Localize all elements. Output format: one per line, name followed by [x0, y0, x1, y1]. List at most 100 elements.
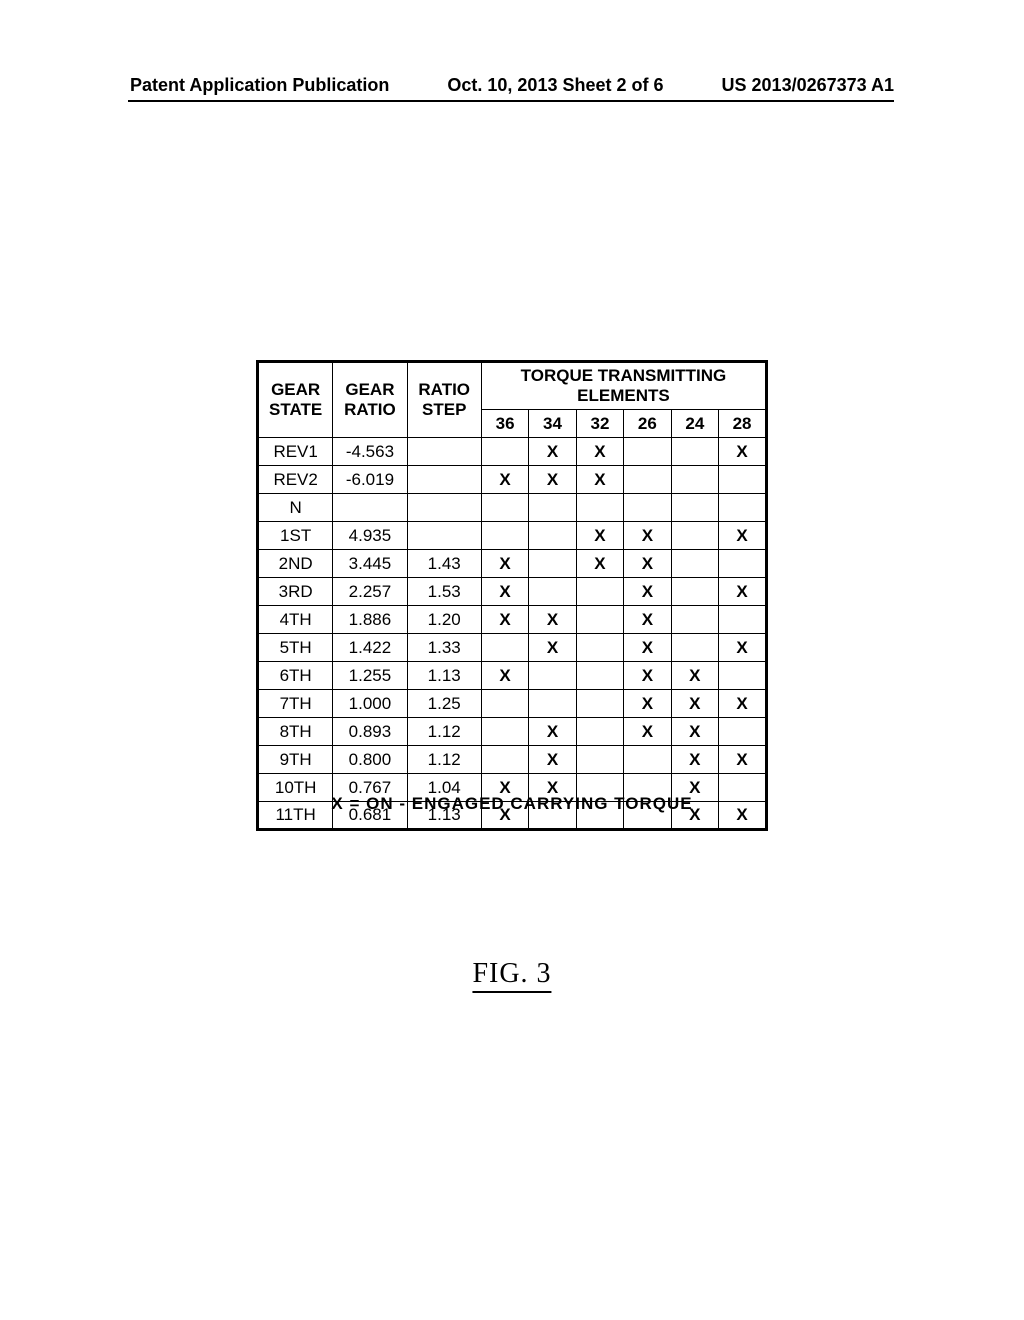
cell-element — [671, 466, 718, 494]
cell-element — [529, 494, 576, 522]
cell-gear-state: 3RD — [258, 578, 333, 606]
table-body: REV1-4.563XXXREV2-6.019XXXN1ST4.935XXX2N… — [258, 438, 767, 830]
cell-ratio-step — [407, 438, 481, 466]
cell-element — [624, 438, 671, 466]
gear-table-container: GEAR STATE GEAR RATIO RATIO STEP TORQUE … — [256, 360, 768, 831]
cell-gear-ratio: 4.935 — [333, 522, 407, 550]
cell-element — [671, 578, 718, 606]
cell-gear-state: 7TH — [258, 690, 333, 718]
cell-gear-state: 4TH — [258, 606, 333, 634]
cell-element — [576, 690, 623, 718]
cell-element — [624, 494, 671, 522]
cell-gear-state: N — [258, 494, 333, 522]
cell-gear-ratio: 1.422 — [333, 634, 407, 662]
cell-element: X — [671, 718, 718, 746]
header-text: RATIO — [418, 380, 470, 399]
cell-gear-ratio: 3.445 — [333, 550, 407, 578]
table-row: 9TH0.8001.12XXX — [258, 746, 767, 774]
cell-element — [481, 522, 528, 550]
cell-element: X — [529, 438, 576, 466]
header-date-sheet: Oct. 10, 2013 Sheet 2 of 6 — [447, 75, 663, 96]
cell-element — [481, 746, 528, 774]
cell-element: X — [624, 550, 671, 578]
cell-element: X — [719, 634, 767, 662]
page-header: Patent Application Publication Oct. 10, … — [0, 75, 1024, 96]
cell-element: X — [481, 606, 528, 634]
cell-element — [719, 774, 767, 802]
cell-element: X — [529, 718, 576, 746]
header-text: GEAR — [345, 380, 394, 399]
cell-gear-ratio — [333, 494, 407, 522]
col-header-ratio-step: RATIO STEP — [407, 362, 481, 438]
cell-element — [576, 662, 623, 690]
table-row: 1ST4.935XXX — [258, 522, 767, 550]
cell-ratio-step: 1.43 — [407, 550, 481, 578]
col-header-element: 26 — [624, 410, 671, 438]
col-header-torque-elements: TORQUE TRANSMITTING ELEMENTS — [481, 362, 766, 410]
cell-ratio-step — [407, 466, 481, 494]
cell-gear-state: 9TH — [258, 746, 333, 774]
cell-ratio-step: 1.20 — [407, 606, 481, 634]
cell-ratio-step — [407, 494, 481, 522]
col-header-gear-state: GEAR STATE — [258, 362, 333, 438]
header-text: RATIO — [344, 400, 396, 419]
cell-element — [529, 690, 576, 718]
cell-gear-state: 10TH — [258, 774, 333, 802]
cell-element — [481, 494, 528, 522]
cell-ratio-step: 1.13 — [407, 662, 481, 690]
table-row: 4TH1.8861.20XXX — [258, 606, 767, 634]
table-row: 8TH0.8931.12XXX — [258, 718, 767, 746]
cell-element: X — [481, 662, 528, 690]
cell-ratio-step: 1.12 — [407, 746, 481, 774]
figure-label: FIG. 3 — [472, 958, 551, 993]
cell-ratio-step: 1.25 — [407, 690, 481, 718]
cell-element — [624, 746, 671, 774]
cell-element: X — [481, 550, 528, 578]
header-text: STEP — [422, 400, 466, 419]
cell-element: X — [576, 466, 623, 494]
col-header-element: 36 — [481, 410, 528, 438]
cell-element: X — [719, 522, 767, 550]
header-publication: Patent Application Publication — [130, 75, 389, 96]
cell-gear-state: 8TH — [258, 718, 333, 746]
cell-element — [529, 578, 576, 606]
col-header-element: 34 — [529, 410, 576, 438]
cell-element — [671, 494, 718, 522]
cell-element: X — [719, 690, 767, 718]
cell-element: X — [624, 634, 671, 662]
cell-element — [481, 438, 528, 466]
cell-element — [576, 746, 623, 774]
cell-gear-ratio: -6.019 — [333, 466, 407, 494]
table-row: REV1-4.563XXX — [258, 438, 767, 466]
cell-gear-state: 11TH — [258, 802, 333, 830]
header-text: STATE — [269, 400, 322, 419]
cell-gear-state: REV2 — [258, 466, 333, 494]
cell-element — [624, 466, 671, 494]
cell-element — [481, 718, 528, 746]
cell-element — [576, 718, 623, 746]
cell-gear-state: 6TH — [258, 662, 333, 690]
cell-element: X — [529, 634, 576, 662]
cell-element: X — [624, 690, 671, 718]
table-row: N — [258, 494, 767, 522]
cell-element: X — [624, 606, 671, 634]
cell-gear-state: 1ST — [258, 522, 333, 550]
cell-element: X — [671, 746, 718, 774]
cell-element — [576, 578, 623, 606]
cell-element — [576, 634, 623, 662]
cell-ratio-step: 1.33 — [407, 634, 481, 662]
cell-element — [719, 494, 767, 522]
cell-element: X — [529, 606, 576, 634]
cell-gear-ratio: 0.800 — [333, 746, 407, 774]
header-divider — [128, 100, 894, 102]
cell-element: X — [624, 662, 671, 690]
cell-gear-state: 5TH — [258, 634, 333, 662]
cell-element — [481, 690, 528, 718]
cell-element: X — [624, 718, 671, 746]
cell-element: X — [671, 690, 718, 718]
cell-element — [576, 494, 623, 522]
cell-element — [576, 606, 623, 634]
cell-element — [671, 522, 718, 550]
cell-element — [719, 550, 767, 578]
cell-element — [719, 606, 767, 634]
